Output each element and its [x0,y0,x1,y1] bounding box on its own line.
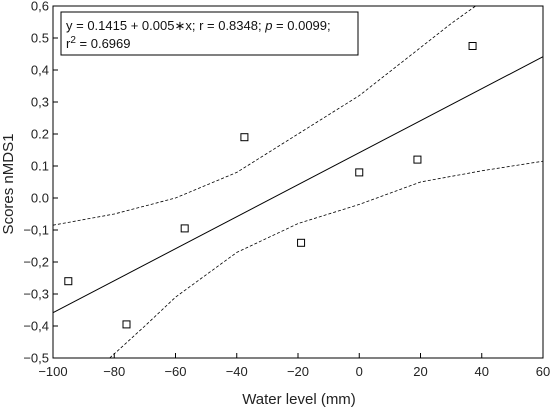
x-tick-label: −80 [103,364,125,379]
y-tick-label: 0,6 [31,0,49,14]
regression-equation: y = 0.1415 + 0.005∗x; r = 0.8348; p = 0.… [66,18,331,33]
x-tick-label: 0 [356,364,363,379]
y-tick-label: 0.5 [31,31,49,46]
y-tick-label: −0,2 [23,255,49,270]
x-axis-ticks: −100 −80 −60 −40 −20 0 20 40 60 [38,353,550,379]
data-point [297,238,306,247]
x-tick-label: −100 [38,364,67,379]
y-tick-label: −0,1 [23,223,49,238]
y-tick-label: 0,4 [31,63,49,78]
regression-annotation: y = 0.1415 + 0.005∗x; r = 0.8348; p = 0.… [60,11,359,56]
data-point [64,277,73,286]
y-tick-label: 0,3 [31,95,49,110]
data-point [413,155,422,164]
r-squared-label: r2 = 0.6969 [66,35,130,51]
data-point [180,224,189,233]
confidence-band [53,6,543,358]
x-axis-title: Water level (mm) [242,391,356,408]
data-points [64,42,477,329]
y-axis-title: Scores nMDS1 [0,134,17,235]
x-tick-label: 60 [536,364,550,379]
data-point [468,42,477,50]
annotation-box [60,11,359,56]
y-tick-label: 0.2 [31,127,49,142]
y-tick-label: −0,3 [23,287,49,302]
data-point [122,320,131,329]
data-point [355,168,364,177]
fit-line [53,56,543,314]
y-tick-label: −0,4 [23,319,49,334]
y-axis-ticks: −0,5 −0,4 −0,3 −0,2 −0,1 0.0 0.1 0.2 0,3 0,4 0.5 0,… [23,0,58,366]
plot-area [52,5,544,359]
regression-line [53,56,543,314]
y-tick-label: 0.1 [31,159,49,174]
y-tick-label: −0,5 [23,351,49,366]
x-tick-label: 40 [475,364,489,379]
confidence-lower-line [109,160,543,358]
x-tick-label: −20 [287,364,309,379]
x-tick-label: −40 [226,364,248,379]
x-tick-label: −60 [164,364,186,379]
x-tick-label: 20 [413,364,427,379]
y-tick-label: 0.0 [31,191,49,206]
confidence-upper-line [53,6,476,226]
data-point [240,133,249,142]
